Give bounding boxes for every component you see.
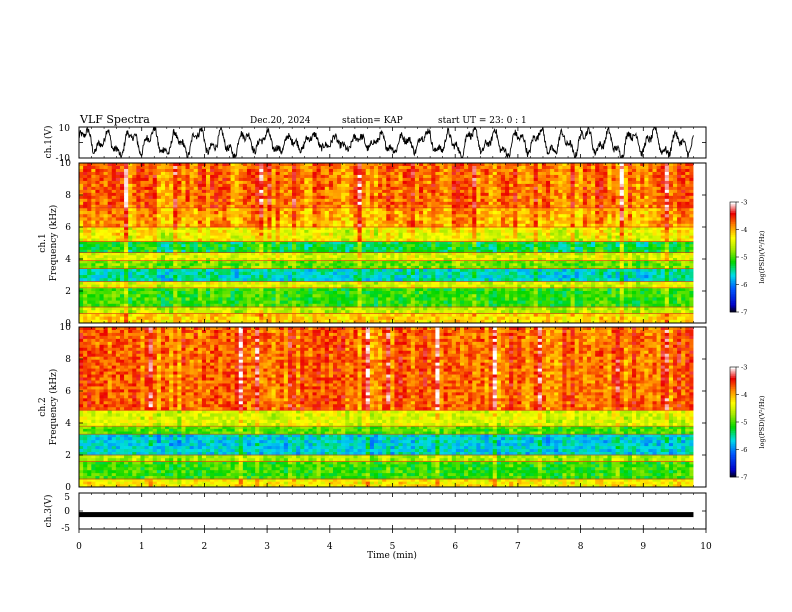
colorbar-tick-label: -7 xyxy=(741,309,747,317)
colorbar-tick-label: -3 xyxy=(741,364,747,372)
time-tick-label: 8 xyxy=(578,542,584,552)
frequency-tick-label: 2 xyxy=(65,451,71,461)
start-time-label: start UT = 23: 0 : 1 xyxy=(438,116,527,126)
ch1-colorbar-gradient xyxy=(730,202,736,312)
ch2-spectrogram-ylabel-channel: ch.2 xyxy=(38,397,48,416)
time-tick-label: 1 xyxy=(139,542,145,552)
colorbar-tick-label: -5 xyxy=(741,254,747,262)
ch1-colorbar-ticks: -3 -4 -5 -6 -7 xyxy=(736,199,747,317)
frequency-tick-label: 6 xyxy=(65,387,71,397)
ch3-signal-frame xyxy=(79,493,706,529)
time-tick-label: 10 xyxy=(700,542,712,552)
ch1-waveform-panel: 10 -10 ch.1(V) xyxy=(43,124,706,164)
time-tick-label: 0 xyxy=(76,542,82,552)
ch1-colorbar-label: log(PSD)(V²/Hz) xyxy=(758,230,766,283)
frequency-tick-label: 10 xyxy=(60,323,72,333)
frequency-tick-label: 8 xyxy=(65,355,71,365)
ch2-colorbar-gradient xyxy=(730,367,736,477)
colorbar-tick-label: -4 xyxy=(741,391,747,399)
ch1-ytick-top: 10 xyxy=(59,124,71,134)
time-tick-label: 7 xyxy=(515,542,521,552)
ch1-spectrogram-ylabel-frequency: Frequency (kHz) xyxy=(48,205,59,282)
ch3-ytick-middle: 0 xyxy=(64,507,70,517)
ch2-colorbar-label: log(PSD)(V²/Hz) xyxy=(758,395,766,448)
frequency-tick-label: 10 xyxy=(60,159,72,169)
ch3-signal-panel: 5 0 -5 ch.3(V) 0 1 2 3 4 5 6 7 8 9 10 Time (min) xyxy=(43,493,712,561)
ch2-colorbar-ticks: -3 -4 -5 -6 -7 xyxy=(736,364,747,482)
ch2-colorbar: -3 -4 -5 -6 -7 log(PSD)(V²/Hz) xyxy=(730,364,766,482)
time-tick-label: 9 xyxy=(640,542,646,552)
time-tick-label: 2 xyxy=(202,542,208,552)
ch2-spectrogram-panel: 0 2 4 6 8 10 ch.2 Frequency (kHz) xyxy=(38,323,706,493)
ch2-spectrogram-heatmap xyxy=(79,327,706,487)
ch1-spectrogram-heatmap xyxy=(79,163,706,323)
colorbar-tick-label: -6 xyxy=(741,281,747,289)
colorbar-tick-label: -5 xyxy=(741,419,747,427)
frequency-tick-label: 2 xyxy=(65,287,71,297)
ch3-signal-line xyxy=(79,512,693,517)
colorbar-tick-label: -7 xyxy=(741,474,747,482)
frequency-tick-label: 6 xyxy=(65,223,71,233)
frequency-tick-label: 4 xyxy=(65,255,71,265)
station-label: station= KAP xyxy=(342,116,403,126)
frequency-tick-label: 0 xyxy=(65,483,71,493)
time-tick-label: 3 xyxy=(264,542,270,552)
ch2-spectrogram-ylabel-frequency: Frequency (kHz) xyxy=(48,369,59,446)
colorbar-tick-label: -4 xyxy=(741,226,747,234)
time-axis-label: Time (min) xyxy=(367,550,417,561)
ch1-colorbar: -3 -4 -5 -6 -7 log(PSD)(V²/Hz) xyxy=(730,199,766,317)
time-tick-label: 4 xyxy=(327,542,333,552)
ch1-spectrogram-ylabel-channel: ch.1 xyxy=(38,233,48,252)
ch3-ylabel: ch.3(V) xyxy=(43,495,54,528)
ch3-ytick-top: 5 xyxy=(64,493,70,503)
colorbar-tick-label: -3 xyxy=(741,199,747,207)
ch1-ylabel: ch.1(V) xyxy=(43,126,54,159)
frequency-tick-label: 8 xyxy=(65,191,71,201)
frequency-tick-label: 4 xyxy=(65,419,71,429)
ch2-frequency-tick-labels: 0 2 4 6 8 10 xyxy=(60,323,72,493)
ch3-ytick-bottom: -5 xyxy=(61,524,70,534)
figure-title: VLF Spectra xyxy=(79,113,150,126)
time-tick-label: 6 xyxy=(452,542,458,552)
date-label: Dec.20, 2024 xyxy=(250,116,311,126)
colorbar-tick-label: -6 xyxy=(741,446,747,454)
ch1-waveform-line xyxy=(79,128,693,158)
